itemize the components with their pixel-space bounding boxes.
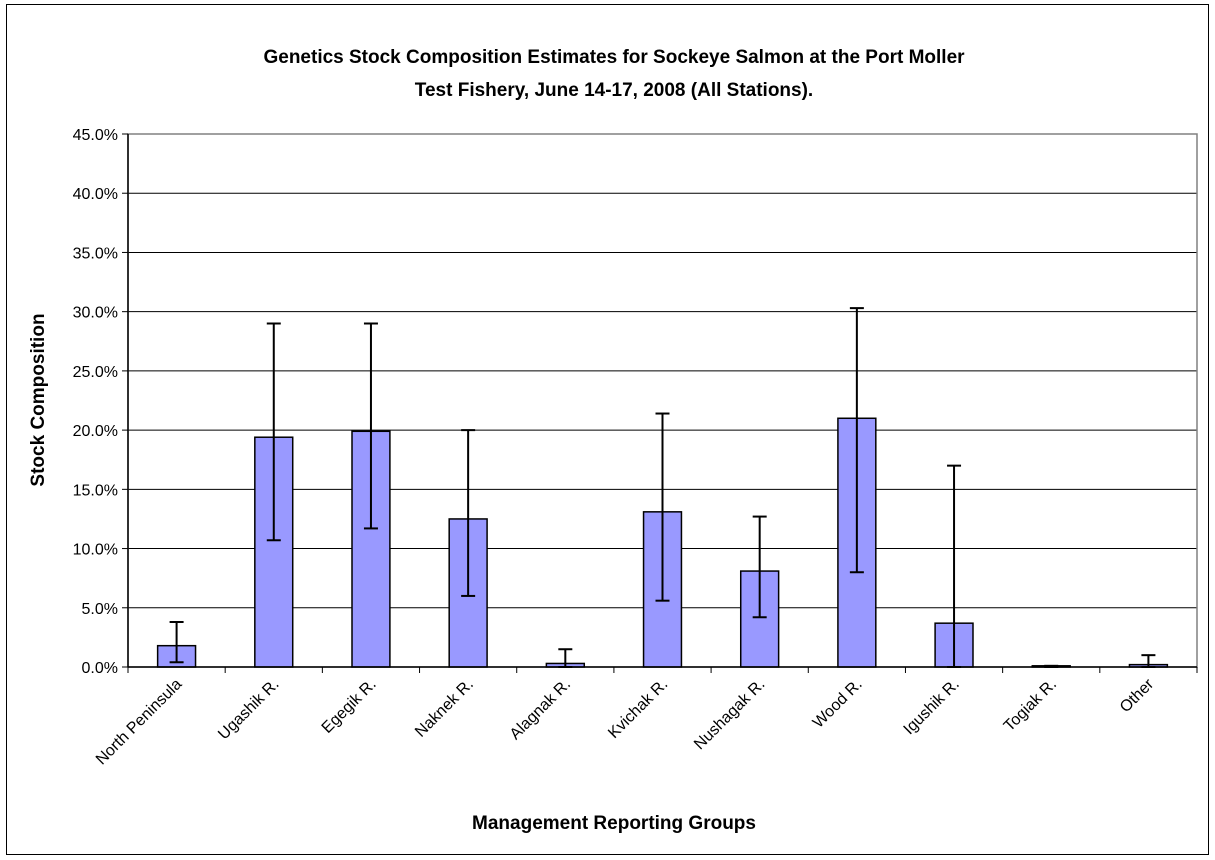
- x-tick-label: Ugashik R.: [215, 676, 282, 743]
- y-tick-label: 40.0%: [73, 186, 118, 203]
- y-tick-label: 10.0%: [73, 542, 118, 559]
- x-tick-label: North Peninsula: [93, 676, 186, 769]
- y-tick-label: 35.0%: [73, 245, 118, 262]
- gridlines: [128, 192, 1197, 609]
- y-tick-label: 30.0%: [73, 305, 118, 322]
- x-tick-label: Nushagak R.: [691, 676, 768, 753]
- chart-title-line-2: Test Fishery, June 14-17, 2008 (All Stat…: [415, 80, 813, 101]
- y-tick-label: 0.0%: [82, 660, 118, 677]
- x-tick-label: Wood R.: [810, 676, 866, 732]
- y-axis: 0.0% 5.0% 10.0% 15.0% 20.0% 25.0% 30.0% 35.0% 40…: [73, 127, 129, 677]
- x-tick-label: Egegik R.: [319, 676, 380, 737]
- y-tick-label: 15.0%: [73, 482, 118, 499]
- y-tick-label: 25.0%: [73, 364, 118, 381]
- y-tick-label: 20.0%: [73, 423, 118, 440]
- x-tick-label: Other: [1117, 675, 1158, 716]
- x-axis-title: Management Reporting Groups: [472, 813, 756, 834]
- error-bars: [169, 307, 1156, 668]
- y-tick-label: 5.0%: [82, 601, 118, 618]
- chart-frame: [6, 4, 1209, 855]
- x-tick-label: Alagnak R.: [507, 676, 574, 743]
- chart-title-line-1: Genetics Stock Composition Estimates for…: [263, 47, 965, 68]
- y-axis-title: Stock Composition: [28, 313, 49, 486]
- x-tick-label: Naknek R.: [412, 676, 477, 741]
- y-tick-label: 45.0%: [73, 127, 118, 144]
- x-tick-label: Igushik R.: [901, 676, 963, 738]
- x-tick-label: Kvichak R.: [605, 676, 671, 742]
- x-tick-label: Togiak R.: [1001, 676, 1060, 735]
- x-axis: North Peninsula Ugashik R. Egegik R. Naknek…: [93, 666, 1198, 769]
